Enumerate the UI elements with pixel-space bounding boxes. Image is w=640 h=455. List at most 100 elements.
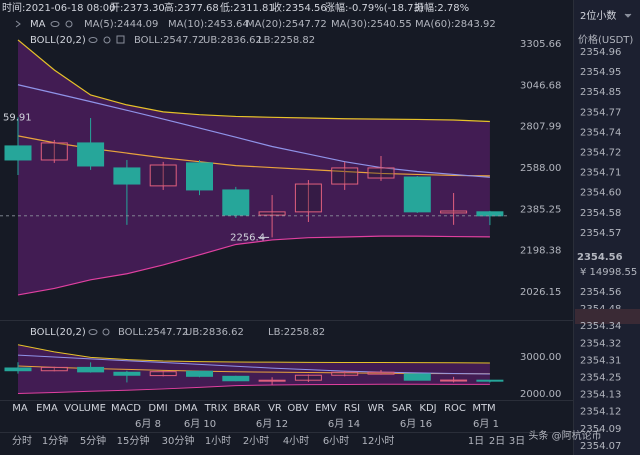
x-date-label: 6月 1 [473, 418, 499, 430]
legend-icons [15, 13, 632, 336]
sub-boll-band-fill [18, 344, 490, 394]
timeframe-tab[interactable]: 15分钟 [117, 434, 150, 447]
sub-legend-item: LB:2258.82 [268, 327, 325, 338]
ask-price: 2354.72 [580, 148, 621, 159]
timeframe-tab[interactable]: 1小时 [205, 435, 231, 447]
timeframe-tab[interactable]: 2小时 [243, 435, 269, 447]
bid-price: 2354.07 [580, 441, 621, 452]
bid-price: 2354.13 [580, 390, 621, 401]
indicator-tab[interactable]: KDJ [419, 403, 436, 414]
indicator-tab[interactable]: VR [268, 403, 282, 414]
sub-legend-item: BOLL:2547.72 [118, 327, 188, 338]
boll-band-fill [18, 39, 490, 295]
precision-select[interactable]: 2位小数 [580, 9, 616, 22]
indicator-tab[interactable]: BRAR [233, 403, 260, 414]
sub-indicator-line [17, 344, 490, 364]
boll-legend-item: BOLL:2547.72 [134, 35, 204, 46]
timeframe-tab[interactable]: 5分钟 [80, 434, 106, 447]
ma-legend-item: MA(20):2547.72 [246, 19, 327, 30]
ma-legend-item: MA(30):2540.55 [331, 19, 412, 30]
ma-legend-item: MA(5):2444.09 [84, 19, 158, 30]
ohlc-info: 振幅:2.78% [414, 1, 469, 14]
ask-price: 2354.85 [580, 87, 621, 98]
candle-body [331, 167, 359, 185]
indicator-tab[interactable]: DMA [174, 403, 197, 414]
gear-icon[interactable] [65, 20, 73, 28]
ask-price: 2354.74 [580, 127, 621, 138]
sub-candle-body [331, 371, 359, 376]
timeframe-tab[interactable]: 12小时 [362, 435, 395, 447]
close-icon[interactable] [116, 35, 125, 44]
ask-price: 2354.57 [580, 228, 621, 239]
timeframe-tab[interactable]: 1分钟 [42, 434, 68, 447]
candle-body [258, 211, 286, 216]
bid-price: 2354.25 [580, 373, 621, 384]
indicator-tab[interactable]: OBV [287, 403, 308, 414]
x-date-label: 6月 16 [400, 418, 432, 430]
watermark: 头条 @阿杭论币 [528, 429, 601, 442]
sub-indicator-line [17, 383, 490, 394]
candle-body [222, 189, 250, 216]
sub-indicator-line [17, 354, 490, 375]
timeframe-tab[interactable]: 2日 [489, 436, 505, 447]
y-tick-label: 3305.66 [520, 39, 561, 50]
sub-candle-body [4, 367, 32, 372]
price-header: 价格(USDT) [578, 33, 633, 46]
indicator-tab[interactable]: MACD [111, 403, 141, 414]
indicator-tab[interactable]: EMA [36, 403, 58, 414]
ma-legend-item: MA(10):2453.64 [168, 19, 249, 30]
bid-price: 2354.09 [580, 424, 621, 435]
sub-candle-body [403, 373, 431, 381]
timeframe-tab[interactable]: 1日 [468, 436, 484, 447]
timeframe-tab[interactable]: 3日 [509, 436, 525, 447]
sub-candle-body [40, 366, 68, 372]
indicator-line [17, 84, 490, 178]
sub-y-tick-label: 2000.00 [520, 389, 561, 400]
indicator-tab[interactable]: MA [12, 403, 28, 414]
timeframe-tab[interactable]: 30分钟 [162, 434, 195, 447]
candle-body [403, 176, 431, 213]
indicator-tab[interactable]: ROC [444, 403, 466, 414]
gear-icon[interactable] [102, 328, 110, 336]
ohlc-info: 时间:2021-06-18 08:00 [2, 1, 115, 14]
ohlc-info: 低:2311.81 [220, 1, 275, 14]
candle-body [367, 167, 395, 179]
indicator-tab[interactable]: WR [368, 403, 385, 414]
indicator-tab[interactable]: EMV [315, 403, 337, 414]
indicator-tab[interactable]: TRIX [204, 403, 228, 414]
dropdown-icon[interactable] [624, 13, 632, 18]
bid-price: 2354.56 [580, 287, 621, 298]
bid-price: 2354.34 [580, 321, 621, 332]
gear-icon[interactable] [103, 36, 111, 44]
ohlc-info: 涨幅:-0.79%(-18.73) [325, 1, 424, 14]
boll-legend-item: LB:2258.82 [258, 35, 315, 46]
collapse-icon[interactable] [15, 20, 21, 28]
eye-icon[interactable] [50, 21, 60, 27]
timeframe-tab[interactable]: 分时 [12, 435, 32, 447]
y-tick-label: 3046.68 [520, 80, 561, 91]
indicator-tab[interactable]: MTM [472, 403, 495, 414]
indicator-tab[interactable]: DMI [148, 403, 167, 414]
indicator-tab[interactable]: VOLUME [64, 403, 106, 414]
ohlc-info: 收:2354.56 [272, 1, 327, 14]
bid-price: 2354.12 [580, 407, 621, 418]
high-annotation: 59.91 [3, 112, 32, 123]
x-date-label: 6月 12 [256, 418, 288, 430]
eye-icon[interactable] [88, 329, 98, 335]
indicator-tab[interactable]: RSI [344, 403, 360, 414]
sub-candle-body [367, 371, 395, 375]
ma-legend-label: MA [30, 19, 46, 30]
y-tick-label: 2807.99 [520, 122, 561, 133]
sub-legend-label: BOLL(20,2) [30, 327, 86, 338]
candle-body [476, 211, 504, 217]
order-book-panel [574, 0, 640, 455]
y-tick-label: 2385.25 [520, 204, 561, 215]
sub-candle-body [149, 371, 177, 377]
timeframe-tab[interactable]: 6小时 [323, 435, 349, 447]
candle-body [149, 164, 177, 187]
eye-icon[interactable] [88, 37, 98, 43]
timeframe-tab[interactable]: 4小时 [283, 435, 309, 447]
indicator-tab[interactable]: SAR [392, 403, 412, 414]
sub-y-tick-label: 3000.00 [520, 352, 561, 363]
sub-legend-item: UB:2836.62 [185, 327, 244, 338]
